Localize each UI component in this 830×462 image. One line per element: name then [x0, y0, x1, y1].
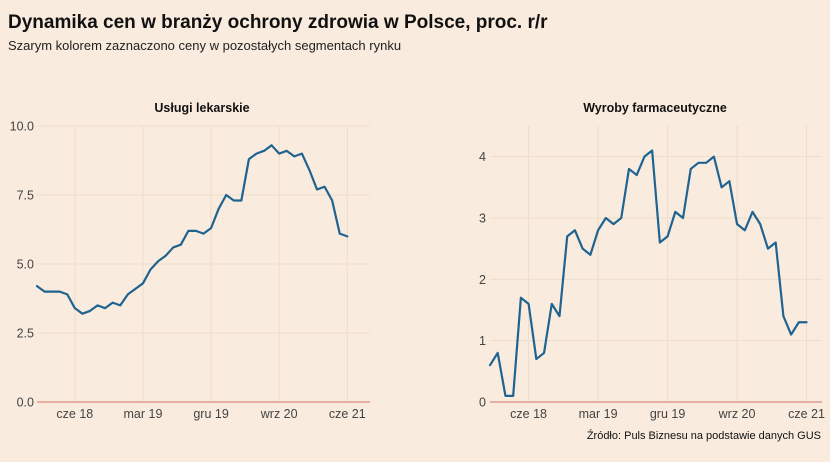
x-tick-label: cze 18 — [56, 407, 93, 421]
x-tick-label: wrz 20 — [718, 407, 756, 421]
y-tick-label: 10.0 — [10, 120, 34, 134]
panel2-y-ticks: 0 1 2 3 4 — [479, 150, 486, 409]
x-tick-label: cze 21 — [788, 407, 825, 421]
x-tick-label: cze 18 — [510, 407, 547, 421]
panel2-x-ticks: cze 18 mar 19 gru 19 wrz 20 cze 21 — [510, 407, 825, 421]
x-tick-label: mar 19 — [579, 407, 618, 421]
y-tick-label: 0 — [479, 396, 486, 410]
y-tick-label: 0.0 — [17, 396, 34, 410]
panel-wyroby-farmaceutyczne: Wyroby farmaceutyczne 0 1 2 3 4 cze 18 mar 19… — [479, 101, 825, 421]
x-tick-label: cze 21 — [329, 407, 366, 421]
panel-title-wyroby: Wyroby farmaceutyczne — [583, 101, 727, 115]
x-tick-label: mar 19 — [124, 407, 163, 421]
panel2-series-line — [488, 149, 808, 397]
y-tick-label: 1 — [479, 334, 486, 348]
x-tick-label: gru 19 — [650, 407, 685, 421]
y-tick-label: 7.5 — [17, 189, 34, 203]
x-tick-label: gru 19 — [193, 407, 228, 421]
panel-uslugi-lekarskie: Usługi lekarskie 0.0 2.5 5.0 7.5 10.0 cze 18… — [10, 101, 370, 421]
panel1-x-ticks: cze 18 mar 19 gru 19 wrz 20 cze 21 — [56, 407, 365, 421]
panel1-y-ticks: 0.0 2.5 5.0 7.5 10.0 — [10, 120, 34, 410]
x-tick-label: wrz 20 — [260, 407, 298, 421]
panel2-grid — [490, 126, 822, 402]
y-tick-label: 3 — [479, 212, 486, 226]
chart-subtitle: Szarym kolorem zaznaczono ceny w pozosta… — [8, 38, 402, 53]
panel1-grid — [37, 125, 370, 402]
source-note: Źródło: Puls Biznesu na podstawie danych… — [586, 430, 821, 442]
y-tick-label: 2.5 — [17, 327, 34, 341]
chart-title: Dynamika cen w branży ochrony zdrowia w … — [8, 12, 548, 33]
y-tick-label: 5.0 — [17, 258, 34, 272]
y-tick-label: 4 — [479, 150, 486, 164]
panel1-series-line — [35, 144, 349, 315]
y-tick-label: 2 — [479, 273, 486, 287]
panel-title-uslugi: Usługi lekarskie — [154, 101, 249, 115]
